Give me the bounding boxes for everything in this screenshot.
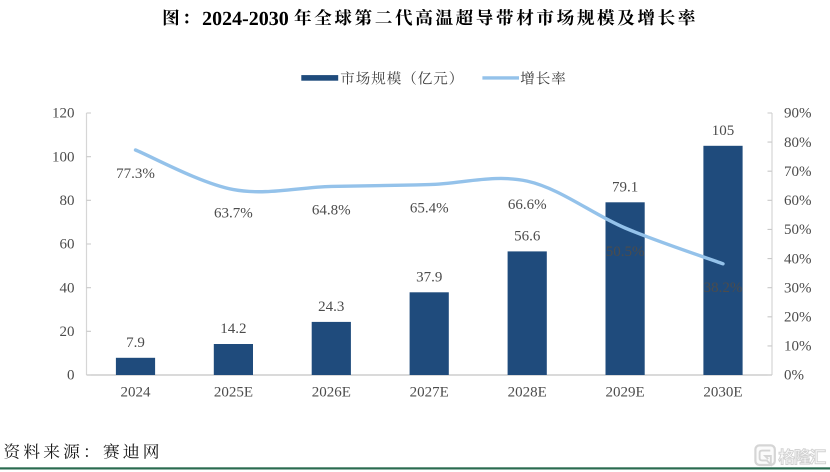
- svg-text:65.4%: 65.4%: [410, 201, 449, 217]
- svg-text:7.9: 7.9: [126, 335, 145, 351]
- svg-text:100: 100: [52, 149, 75, 165]
- svg-text:37.9: 37.9: [416, 269, 442, 285]
- svg-text:24.3: 24.3: [318, 299, 344, 315]
- svg-text:38.2%: 38.2%: [704, 280, 743, 296]
- svg-text:63.7%: 63.7%: [214, 206, 253, 222]
- svg-text:2025E: 2025E: [214, 385, 253, 401]
- svg-text:77.3%: 77.3%: [116, 166, 155, 182]
- svg-text:120: 120: [52, 106, 75, 122]
- svg-text:2026E: 2026E: [312, 385, 351, 401]
- svg-text:79.1: 79.1: [612, 179, 638, 195]
- svg-text:2028E: 2028E: [508, 385, 547, 401]
- svg-text:105: 105: [712, 123, 735, 139]
- svg-text:56.6: 56.6: [514, 228, 541, 244]
- svg-text:2030E: 2030E: [703, 385, 742, 401]
- svg-text:2024: 2024: [121, 385, 152, 401]
- svg-text:0%: 0%: [784, 368, 804, 384]
- svg-text:66.6%: 66.6%: [508, 197, 547, 213]
- svg-text:14.2: 14.2: [220, 321, 246, 337]
- svg-text:2029E: 2029E: [606, 385, 645, 401]
- svg-text:30%: 30%: [784, 280, 812, 296]
- svg-text:50%: 50%: [784, 222, 812, 238]
- svg-text:2027E: 2027E: [410, 385, 449, 401]
- svg-text:80%: 80%: [784, 135, 812, 151]
- svg-text:40%: 40%: [784, 251, 812, 267]
- svg-text:50.5%: 50.5%: [606, 244, 645, 260]
- svg-text:64.8%: 64.8%: [312, 202, 351, 218]
- svg-text:20: 20: [60, 324, 75, 340]
- svg-text:70%: 70%: [784, 164, 812, 180]
- svg-text:60: 60: [60, 237, 75, 253]
- svg-text:20%: 20%: [784, 310, 812, 326]
- svg-text:80: 80: [60, 193, 75, 209]
- svg-text:90%: 90%: [784, 106, 812, 122]
- svg-text:0: 0: [67, 368, 75, 384]
- svg-text:10%: 10%: [784, 339, 812, 355]
- svg-text:40: 40: [60, 280, 75, 296]
- svg-text:60%: 60%: [784, 193, 812, 209]
